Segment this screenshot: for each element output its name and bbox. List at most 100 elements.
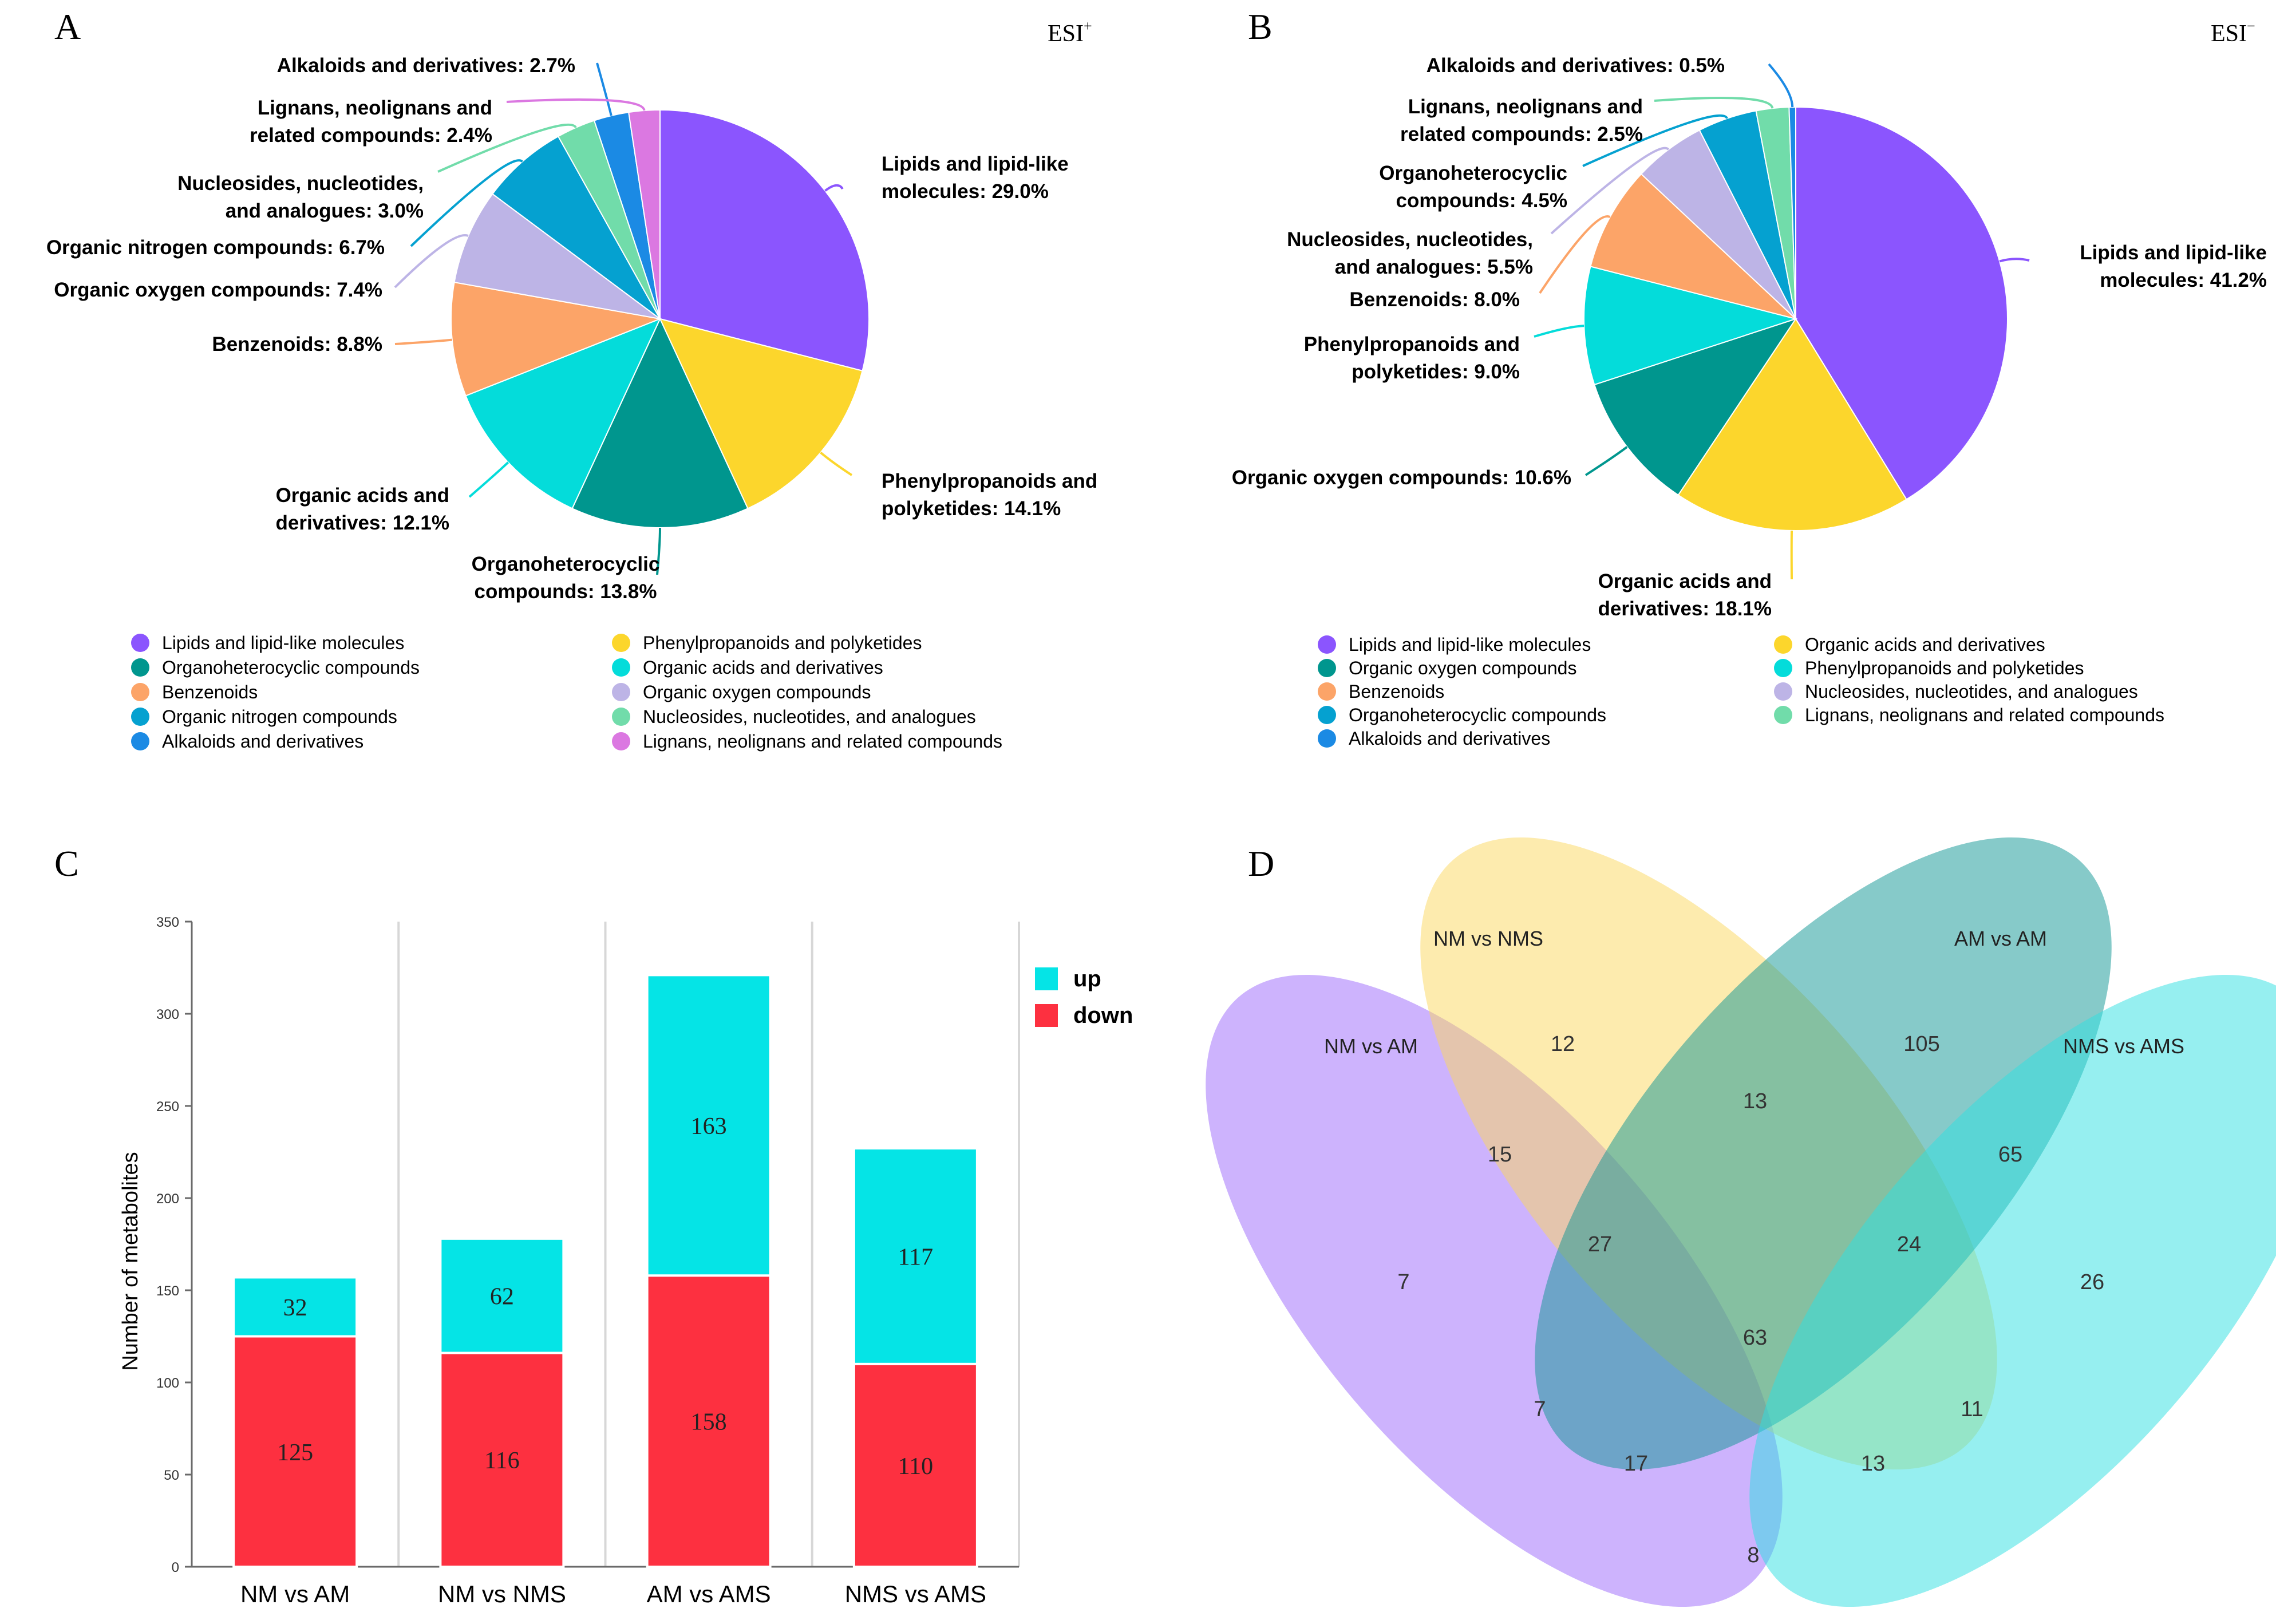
legend-marker-organic-acids-and-derivatives [612,658,630,677]
venn-region-count: 27 [1588,1232,1612,1256]
bar-up-nm-vs-nms [439,1237,565,1354]
pie-label-organic-acids-and-derivatives: Organic acids and derivatives: 18.1% [1598,570,1772,620]
pie-slice-organic-nitrogen-compounds [492,135,661,319]
pie-slice-lignans-neolignans-and-related-compounds [628,109,661,319]
leader-line-lipids-and-lipid-like-molecules [1999,258,2030,263]
legend-label-up: up [1073,966,1101,991]
venn-region-count: 13 [1861,1452,1885,1476]
y-tick-label: 0 [172,1560,179,1575]
x-tick-label-am-vs-ams: AM vs AMS [647,1580,771,1607]
legend-label-nucleosides-nucleotides-and-analogues: Nucleosides, nucleotides, and analogues [1805,681,2138,702]
legend-label-organoheterocyclic-compounds: Organoheterocyclic compounds [1349,705,1606,725]
pie-label-phenylpropanoids-and-polyketides: Phenylpropanoids and polyketides: 14.1% [882,470,1097,520]
pie-label-benzenoids: Benzenoids: 8.8% [212,333,382,355]
legend-label-organic-oxygen-compounds: Organic oxygen compounds [643,682,871,702]
ion-mode-negative: ESI− [2211,18,2255,47]
pie-slice-phenylpropanoids-and-polyketides [659,318,863,509]
ion-mode-positive: ESI+ [1048,18,1092,47]
pie-label-organic-acids-and-derivatives: Organic acids and derivatives: 12.1% [275,484,449,534]
y-axis-label: Number of metabolites [118,1152,143,1370]
venn-region-count: 65 [1998,1143,2022,1167]
y-tick-label: 100 [156,1376,179,1391]
leader-line-lignans-neolignans-and-related-compounds [506,98,646,111]
legend-marker-alkaloids-and-derivatives [1318,729,1336,748]
bar-down-nm-vs-am [232,1335,358,1568]
leader-line-phenylpropanoids-and-polyketides [820,452,853,476]
bar-up-nm-vs-am [232,1276,358,1338]
leader-line-organic-oxygen-compounds [1584,446,1628,476]
leader-line-organic-oxygen-compounds [394,234,469,289]
legend-label-phenylpropanoids-and-polyketides: Phenylpropanoids and polyketides [1805,658,2084,678]
legend-label-lignans-neolignans-and-related-compounds: Lignans, neolignans and related compound… [1805,705,2164,725]
legend-label-down: down [1073,1003,1133,1028]
pie-label-organic-nitrogen-compounds: Organic nitrogen compounds: 6.7% [46,236,385,259]
venn-set-nms-vs-ams [1749,974,2276,1607]
legend-label-alkaloids-and-derivatives: Alkaloids and derivatives [1349,728,1550,749]
pie-chart-esi-positive: Lipids and lipid-like molecules: 29.0% Phe… [46,54,1097,752]
pie-label-organoheterocyclic-compounds: Organoheterocyclic compounds: 13.8% [472,553,660,603]
legend-marker-organic-oxygen-compounds [1318,659,1336,677]
legend-marker-organic-acids-and-derivatives [1774,635,1792,654]
legend-label-nucleosides-nucleotides-and-analogues: Nucleosides, nucleotides, and analogues [643,706,976,727]
bar-value-label-up: 32 [283,1295,307,1321]
leader-line-organic-acids-and-derivatives [468,461,509,498]
pie-slice-benzenoids [451,281,662,397]
venn-region-count: 8 [1747,1543,1759,1567]
venn-set-label-am-vs-am: AM vs AM [1954,927,2047,950]
legend-label-organic-oxygen-compounds: Organic oxygen compounds [1349,658,1576,678]
x-tick-label-nm-vs-nms: NM vs NMS [438,1580,566,1607]
venn-set-label-nm-vs-nms: NM vs NMS [1433,927,1543,950]
leader-line-nucleosides-nucleotides-and-analogues [1550,147,1670,235]
legend-marker-lignans-neolignans-and-related-compounds [1774,706,1792,724]
legend-marker-alkaloids-and-derivatives [131,732,149,750]
leader-line-nucleosides-nucleotides-and-analogues [437,123,577,173]
venn-region-count: 15 [1488,1143,1512,1167]
bar-value-label-down: 125 [277,1440,313,1466]
bar-value-label-down: 116 [484,1448,519,1474]
bar-value-label-up: 163 [691,1113,727,1140]
y-tick-label: 150 [156,1283,179,1299]
pie-slice-lipids-and-lipid-like-molecules [659,109,870,372]
pie-label-alkaloids-and-derivatives: Alkaloids and derivatives: 2.7% [277,54,575,77]
bar-down-am-vs-ams [646,1274,772,1568]
legend-swatch-down [1035,1004,1058,1027]
legend-marker-lipids-and-lipid-like-molecules [131,634,149,652]
leader-line-benzenoids [394,338,453,345]
panel-letter-c: C [54,843,79,884]
venn-set-label-nms-vs-ams: NMS vs AMS [2063,1034,2184,1058]
legend-marker-benzenoids [131,683,149,701]
bar-value-label-up: 62 [490,1284,514,1310]
legend-label-benzenoids: Benzenoids [162,682,258,702]
pie-slice-organic-acids-and-derivatives [465,318,661,509]
bar-value-label-down: 110 [898,1453,933,1480]
y-tick-label: 250 [156,1099,179,1115]
venn-region-count: 24 [1897,1232,1921,1256]
pie-label-lignans-neolignans-and-related-compounds: Lignans, neolignans and related compounds… [250,97,492,147]
panel-letter-d: D [1248,843,1274,884]
venn-region-count: 13 [1743,1089,1767,1113]
venn-region-count: 11 [1961,1397,1983,1421]
leader-line-organoheterocyclic-compounds [656,527,661,575]
leader-line-organic-nitrogen-compounds [410,159,523,247]
pie-slice-alkaloids-and-derivatives [1788,106,1796,319]
legend-label-phenylpropanoids-and-polyketides: Phenylpropanoids and polyketides [643,633,922,653]
venn-region-count: 17 [1624,1452,1648,1476]
legend-label-organic-acids-and-derivatives: Organic acids and derivatives [1805,634,2045,655]
y-tick-label: 50 [164,1468,179,1483]
pie-label-benzenoids: Benzenoids: 8.0% [1349,289,1520,311]
pie-label-lignans-neolignans-and-related-compounds: Lignans, neolignans and related compounds… [1400,96,1643,145]
venn-region-count: 7 [1534,1397,1546,1421]
legend-marker-organic-nitrogen-compounds [131,708,149,726]
pie-label-nucleosides-nucleotides-and-analogues: Nucleosides, nucleotides, and analogues: … [1287,228,1533,278]
venn-region-count: 105 [1903,1032,1939,1056]
legend-marker-lignans-neolignans-and-related-compounds [612,732,630,750]
pie-label-alkaloids-and-derivatives: Alkaloids and derivatives: 0.5% [1427,54,1725,77]
venn-region-count: 7 [1397,1270,1409,1294]
pie-slice-phenylpropanoids-and-polyketides [1583,266,1798,386]
x-tick-label-nm-vs-am: NM vs AM [240,1580,350,1607]
pie-label-lipids-and-lipid-like-molecules: Lipids and lipid-like molecules: 41.2% [2080,242,2267,291]
legend-swatch-up [1035,967,1058,990]
venn-region-count: 12 [1551,1032,1575,1056]
venn-set-am-vs-am [1535,837,2112,1470]
